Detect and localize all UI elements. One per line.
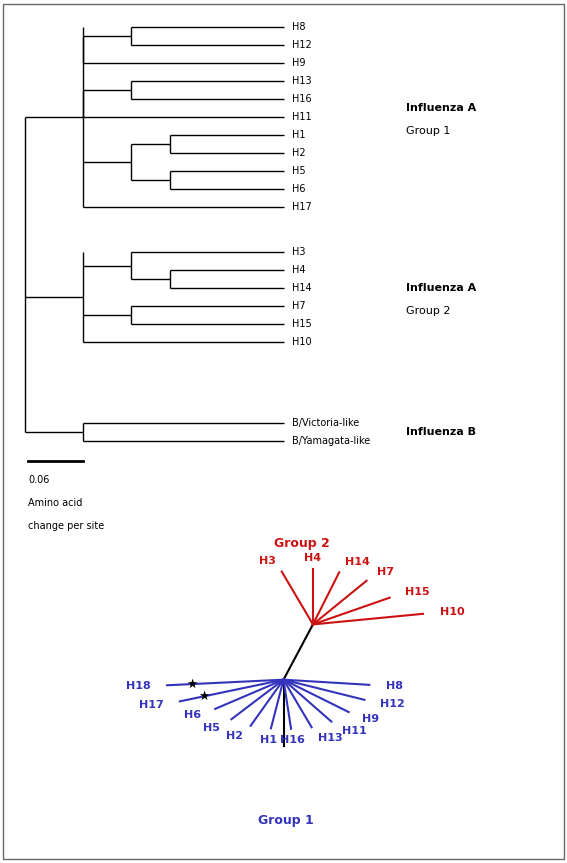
Text: Influenza B: Influenza B [406, 427, 476, 438]
Text: Group 1: Group 1 [259, 815, 314, 828]
Text: H12: H12 [292, 40, 312, 50]
Text: H18: H18 [126, 681, 150, 691]
Text: Influenza A: Influenza A [406, 103, 476, 113]
Text: H14: H14 [292, 283, 311, 293]
Text: H15: H15 [404, 588, 429, 597]
Text: Amino acid: Amino acid [28, 498, 82, 507]
Text: H6: H6 [292, 184, 306, 194]
Text: H9: H9 [362, 714, 379, 724]
Text: H10: H10 [292, 337, 311, 347]
Text: H1: H1 [260, 734, 277, 745]
Text: B/Victoria-like: B/Victoria-like [292, 419, 359, 428]
Text: H11: H11 [292, 112, 311, 122]
Text: B/Yamagata-like: B/Yamagata-like [292, 437, 370, 446]
Text: H15: H15 [292, 319, 312, 330]
Text: H8: H8 [292, 22, 306, 32]
Text: 0.06: 0.06 [28, 475, 49, 485]
Text: H14: H14 [345, 557, 370, 567]
Text: H5: H5 [204, 722, 221, 733]
Text: ★: ★ [198, 690, 209, 702]
Text: Group 1: Group 1 [406, 126, 450, 135]
Text: Influenza A: Influenza A [406, 283, 476, 293]
Text: H2: H2 [226, 731, 243, 741]
Text: H1: H1 [292, 130, 306, 140]
Text: H16: H16 [280, 735, 305, 745]
Text: H13: H13 [292, 76, 311, 86]
Text: H13: H13 [318, 733, 342, 743]
Text: H17: H17 [139, 700, 164, 709]
Text: H3: H3 [292, 247, 306, 257]
Text: H7: H7 [377, 567, 394, 577]
Text: change per site: change per site [28, 520, 104, 531]
Text: H12: H12 [380, 699, 405, 709]
Text: H2: H2 [292, 148, 306, 158]
Text: H10: H10 [439, 608, 464, 617]
Text: H11: H11 [342, 726, 366, 735]
Text: H8: H8 [386, 681, 403, 690]
Text: H9: H9 [292, 58, 306, 68]
Text: Group 2: Group 2 [274, 538, 330, 551]
Text: H4: H4 [304, 553, 321, 563]
Text: H3: H3 [259, 556, 276, 566]
Text: H4: H4 [292, 265, 306, 275]
Text: H16: H16 [292, 94, 311, 104]
Text: H5: H5 [292, 166, 306, 176]
Text: ★: ★ [187, 677, 198, 690]
Text: H7: H7 [292, 301, 306, 312]
Text: H17: H17 [292, 202, 312, 212]
Text: Group 2: Group 2 [406, 306, 450, 316]
Text: H6: H6 [184, 710, 201, 720]
